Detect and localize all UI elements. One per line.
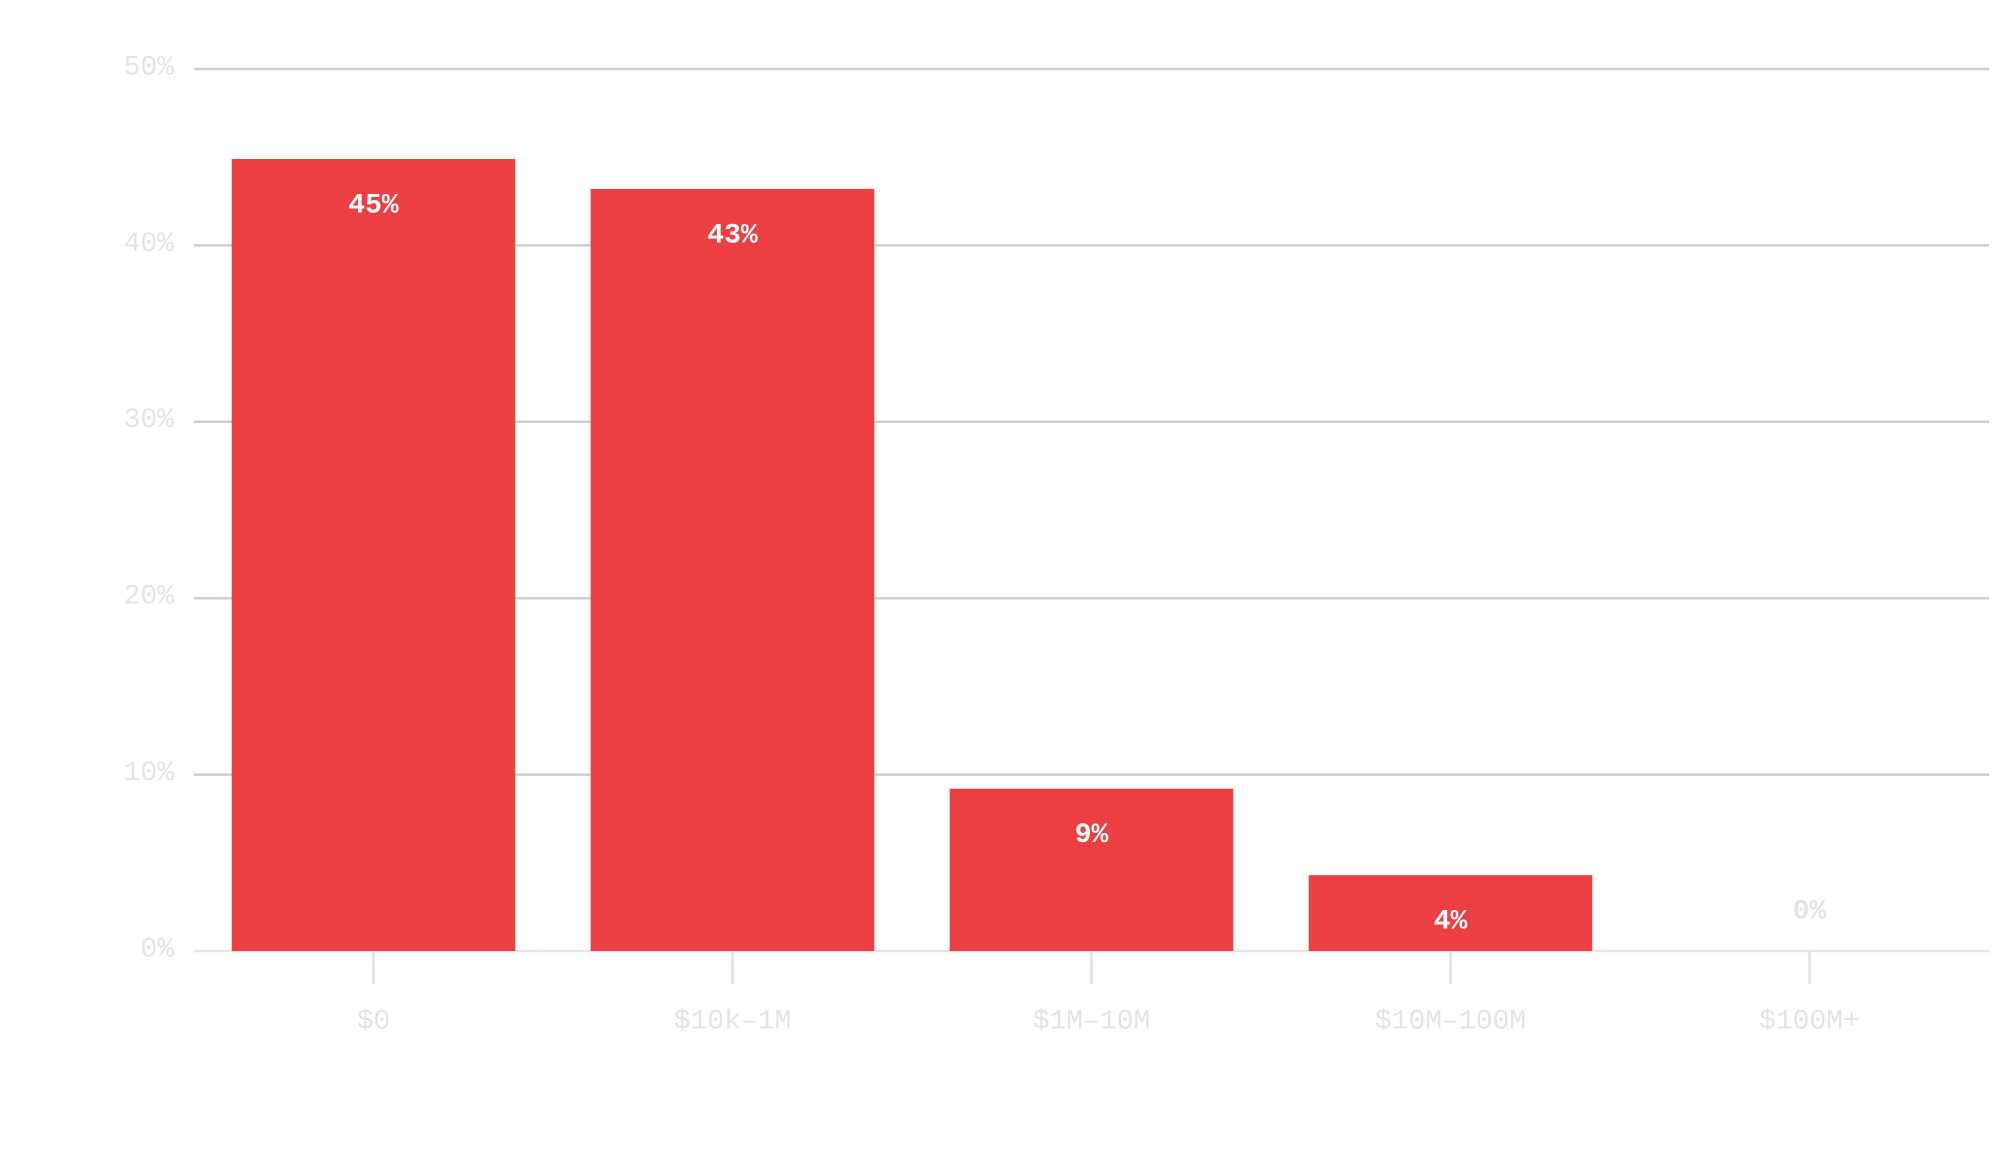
value-label: 45%	[348, 190, 399, 221]
y-tick-label: 40%	[124, 229, 175, 260]
value-label: 43%	[707, 220, 758, 251]
value-label: 0%	[1793, 896, 1827, 927]
y-tick-label: 50%	[124, 52, 175, 83]
y-tick-label: 0%	[140, 934, 174, 965]
x-tick-label: $1M–10M	[1033, 1006, 1151, 1037]
bar	[1308, 875, 1593, 951]
bar	[231, 158, 516, 952]
y-tick-label: 30%	[124, 405, 175, 436]
y-tick-label: 10%	[124, 758, 175, 789]
x-tick-label: $0	[357, 1006, 391, 1037]
value-label: 4%	[1434, 907, 1468, 938]
y-tick-label: 20%	[124, 582, 175, 613]
x-tick-label: $10k–1M	[674, 1006, 792, 1037]
bar	[949, 788, 1234, 951]
value-label: 9%	[1075, 820, 1109, 851]
x-tick-label: $10M–100M	[1375, 1006, 1526, 1037]
x-tick-label: $100M+	[1759, 1006, 1860, 1037]
bar	[590, 188, 875, 951]
